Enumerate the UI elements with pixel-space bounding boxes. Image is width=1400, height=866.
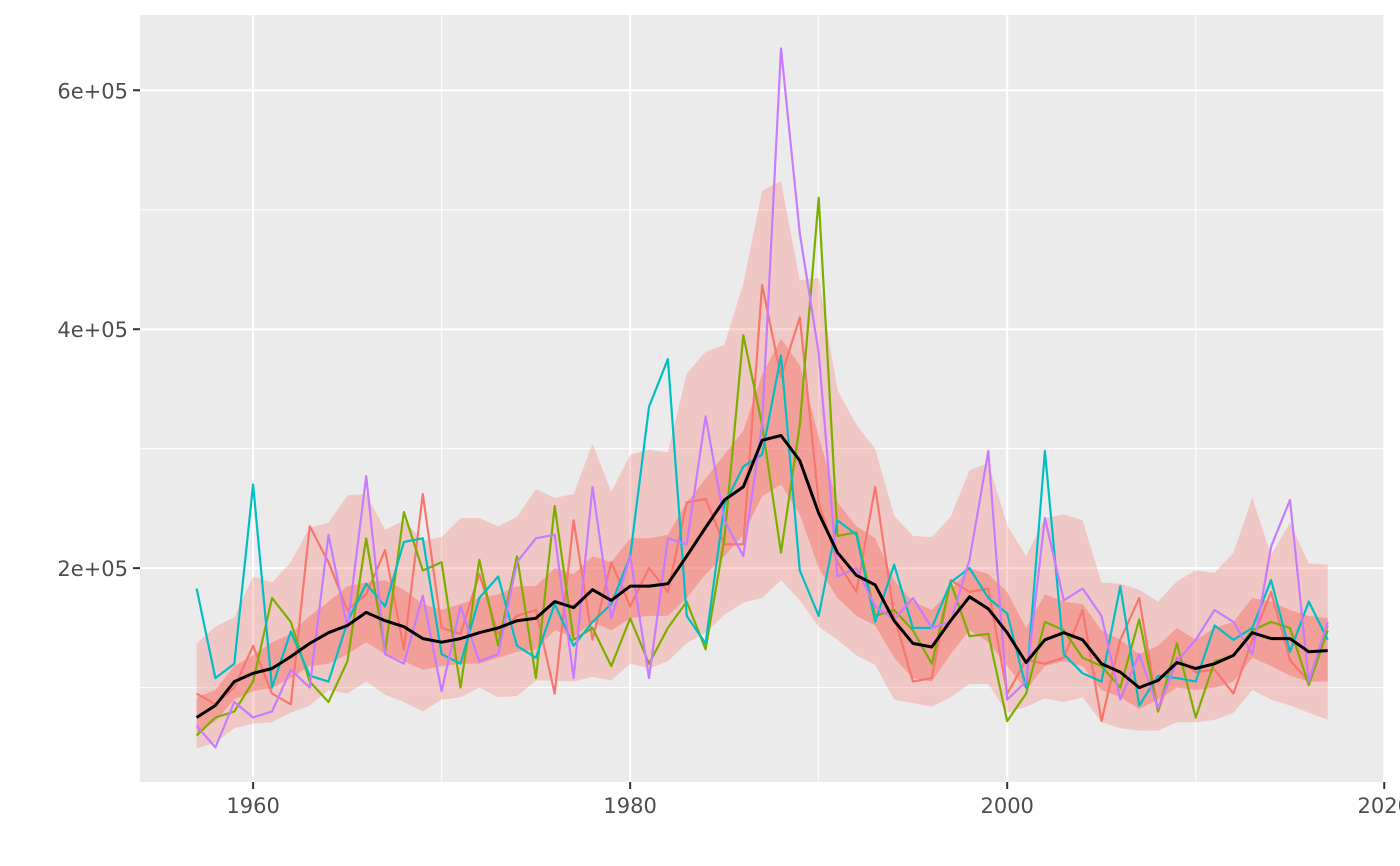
- x-tick-label: 2020: [1358, 794, 1400, 818]
- series-line: [195, 47, 1329, 749]
- y-tick-label: 2e+05: [57, 557, 128, 581]
- y-tick-label: 4e+05: [57, 318, 128, 342]
- x-tick-label: 2000: [980, 794, 1033, 818]
- series-line: [195, 434, 1328, 719]
- series-line: [196, 283, 1329, 723]
- series-line: [195, 354, 1329, 707]
- x-tick-label: 1980: [603, 794, 656, 818]
- x-tick-label: 1960: [226, 794, 279, 818]
- ribbon: [196, 338, 1328, 733]
- y-tick-label: 6e+05: [57, 79, 128, 103]
